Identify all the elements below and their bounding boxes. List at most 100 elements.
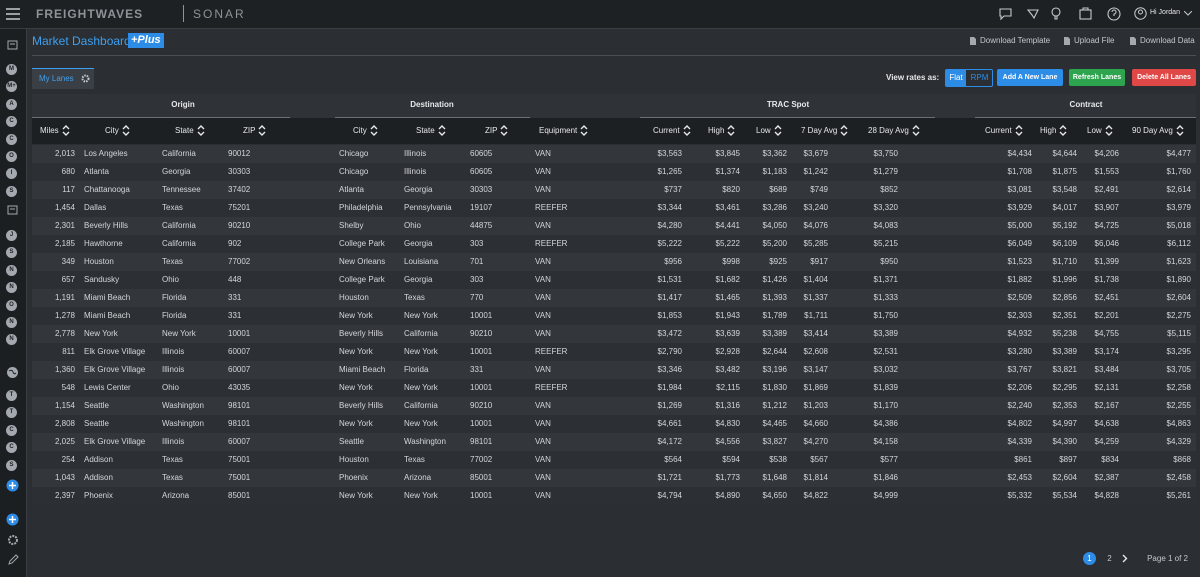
page-number[interactable]: 1 <box>1083 552 1096 565</box>
action-label[interactable]: Download Template <box>980 36 1051 45</box>
column-label[interactable]: Current <box>653 126 680 135</box>
column-label[interactable]: High <box>708 126 725 135</box>
sort-icon[interactable] <box>774 124 782 137</box>
nav-letter[interactable]: T <box>6 390 17 401</box>
sort-icon[interactable] <box>727 124 735 137</box>
action-label[interactable]: Download Data <box>1140 36 1195 45</box>
sort-icon[interactable] <box>1105 124 1113 137</box>
header-action[interactable]: Download Data <box>1129 36 1195 45</box>
add-icon[interactable] <box>6 479 19 492</box>
rate-toggle[interactable]: Flat RPM <box>945 69 993 87</box>
nav-letter[interactable]: A <box>6 98 17 110</box>
menu-icon[interactable] <box>6 8 20 20</box>
nav-letter[interactable]: C <box>6 424 17 436</box>
sort-icon[interactable] <box>500 124 508 137</box>
nav-letter[interactable]: C <box>6 442 17 454</box>
tab[interactable]: My Lanes <box>32 68 94 89</box>
sort-icon[interactable] <box>912 124 920 137</box>
nav-letter[interactable]: M <box>6 64 17 75</box>
sort-icon[interactable] <box>683 124 691 137</box>
nav-letter[interactable]: N <box>6 317 17 328</box>
toolbar-button[interactable]: Add A New Lane <box>997 69 1063 86</box>
toggle-option[interactable]: Flat <box>946 70 966 86</box>
sort-icon[interactable] <box>1176 124 1184 137</box>
action-icon[interactable] <box>969 36 976 45</box>
settings-icon[interactable] <box>7 534 19 546</box>
sort-icon[interactable] <box>122 124 130 137</box>
nav-letter[interactable]: S <box>6 247 17 259</box>
nav-letter[interactable]: I <box>6 168 17 180</box>
nav-letter[interactable]: S <box>6 185 17 197</box>
toolbar-button[interactable]: Delete All Lanes <box>1132 69 1196 86</box>
sort-icon[interactable] <box>438 124 446 137</box>
column-label[interactable]: State <box>416 126 435 135</box>
column-header[interactable]: State <box>175 124 205 137</box>
column-label[interactable]: Equipment <box>539 126 578 135</box>
nav-letter[interactable]: T <box>6 407 17 419</box>
tab-label[interactable]: My Lanes <box>39 74 74 83</box>
add-icon[interactable] <box>6 513 19 526</box>
page-number[interactable]: 2 <box>1107 554 1112 563</box>
column-label[interactable]: ZIP <box>485 126 498 135</box>
sort-icon[interactable] <box>580 124 588 137</box>
column-label[interactable]: 28 Day Avg <box>868 126 909 135</box>
column-header[interactable]: Miles <box>40 124 70 137</box>
sort-icon[interactable] <box>258 124 266 137</box>
column-label[interactable]: High <box>1040 126 1057 135</box>
user-caret[interactable] <box>1184 11 1192 16</box>
column-label[interactable]: ZIP <box>243 126 256 135</box>
action-icon[interactable] <box>1063 36 1070 45</box>
nav-letter[interactable]: C <box>6 133 17 145</box>
sidebar-icon[interactable] <box>7 40 19 50</box>
sort-icon[interactable] <box>62 124 70 137</box>
gear-icon[interactable] <box>81 74 90 83</box>
nav-letter[interactable]: N <box>6 282 17 294</box>
sort-icon[interactable] <box>1015 124 1023 137</box>
action-label[interactable]: Upload File <box>1074 36 1115 45</box>
column-header[interactable]: High <box>1040 124 1067 137</box>
column-header[interactable]: High <box>708 124 735 137</box>
column-header[interactable]: City <box>105 124 130 137</box>
column-label[interactable]: Low <box>756 126 771 135</box>
nav-letter[interactable]: N <box>6 334 17 346</box>
column-label[interactable]: Current <box>985 126 1012 135</box>
column-header[interactable]: 28 Day Avg <box>868 124 920 137</box>
column-label[interactable]: State <box>175 126 194 135</box>
column-header[interactable]: Equipment <box>539 124 588 137</box>
user-name[interactable]: Hi Jordan <box>1150 9 1180 16</box>
column-label[interactable]: 90 Day Avg <box>1132 126 1173 135</box>
toggle-option[interactable]: RPM <box>970 73 989 82</box>
column-header[interactable]: Current <box>985 124 1023 137</box>
nav-letter[interactable]: M+ <box>6 81 17 93</box>
nav-letter[interactable]: O <box>6 299 17 311</box>
sort-icon[interactable] <box>1059 124 1067 137</box>
column-header[interactable]: Low <box>1087 124 1113 137</box>
column-header[interactable]: City <box>353 124 378 137</box>
nav-letter[interactable]: N <box>6 264 17 276</box>
column-header[interactable]: 90 Day Avg <box>1132 124 1184 137</box>
nav-letter[interactable]: C <box>6 116 17 128</box>
action-icon[interactable] <box>1129 36 1136 45</box>
column-header[interactable]: Current <box>653 124 691 137</box>
column-header[interactable]: 7 Day Avg <box>801 124 848 137</box>
column-label[interactable]: Miles <box>40 126 59 135</box>
nav-letter[interactable]: J <box>6 230 17 241</box>
nav-letter[interactable]: O <box>6 151 17 162</box>
sort-icon[interactable] <box>840 124 848 137</box>
column-label[interactable]: Low <box>1087 126 1102 135</box>
next-page[interactable] <box>1122 554 1128 563</box>
toolbar-button[interactable]: Refresh Lanes <box>1069 69 1125 86</box>
sort-icon[interactable] <box>197 124 205 137</box>
sidebar-icon[interactable] <box>7 205 19 215</box>
column-header[interactable]: ZIP <box>243 124 266 137</box>
column-label[interactable]: 7 Day Avg <box>801 126 838 135</box>
toolbar-icons[interactable] <box>998 6 1126 22</box>
header-action[interactable]: Upload File <box>1063 36 1114 45</box>
edit-icon[interactable] <box>7 554 19 566</box>
sort-icon[interactable] <box>370 124 378 137</box>
nav-letter[interactable]: S <box>6 459 17 471</box>
globe-icon[interactable] <box>6 366 19 379</box>
column-header[interactable]: State <box>416 124 446 137</box>
column-label[interactable]: City <box>353 126 367 135</box>
column-header[interactable]: ZIP <box>485 124 508 137</box>
